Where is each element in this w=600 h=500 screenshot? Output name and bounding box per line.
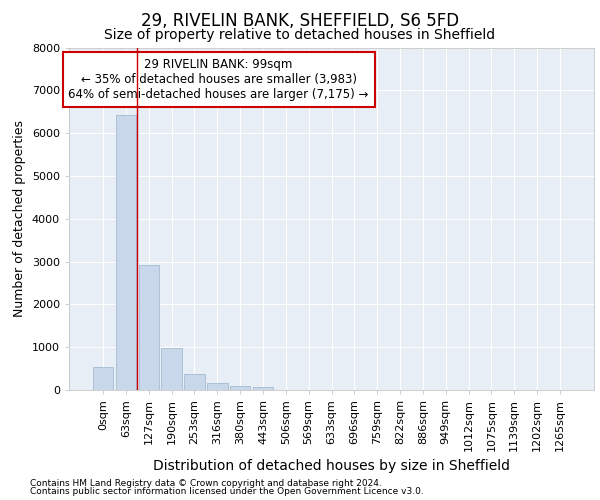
Bar bbox=[230, 386, 250, 390]
Bar bbox=[184, 374, 205, 390]
Y-axis label: Number of detached properties: Number of detached properties bbox=[13, 120, 26, 318]
Bar bbox=[207, 383, 227, 390]
Text: 29 RIVELIN BANK: 99sqm
← 35% of detached houses are smaller (3,983)
64% of semi-: 29 RIVELIN BANK: 99sqm ← 35% of detached… bbox=[68, 58, 369, 101]
Text: Size of property relative to detached houses in Sheffield: Size of property relative to detached ho… bbox=[104, 28, 496, 42]
Bar bbox=[139, 264, 159, 390]
Bar bbox=[253, 387, 273, 390]
Text: 29, RIVELIN BANK, SHEFFIELD, S6 5FD: 29, RIVELIN BANK, SHEFFIELD, S6 5FD bbox=[141, 12, 459, 30]
Text: Contains public sector information licensed under the Open Government Licence v3: Contains public sector information licen… bbox=[30, 487, 424, 496]
Bar bbox=[93, 367, 113, 390]
X-axis label: Distribution of detached houses by size in Sheffield: Distribution of detached houses by size … bbox=[153, 460, 510, 473]
Bar bbox=[116, 114, 136, 390]
Bar bbox=[161, 348, 182, 390]
Text: Contains HM Land Registry data © Crown copyright and database right 2024.: Contains HM Land Registry data © Crown c… bbox=[30, 478, 382, 488]
